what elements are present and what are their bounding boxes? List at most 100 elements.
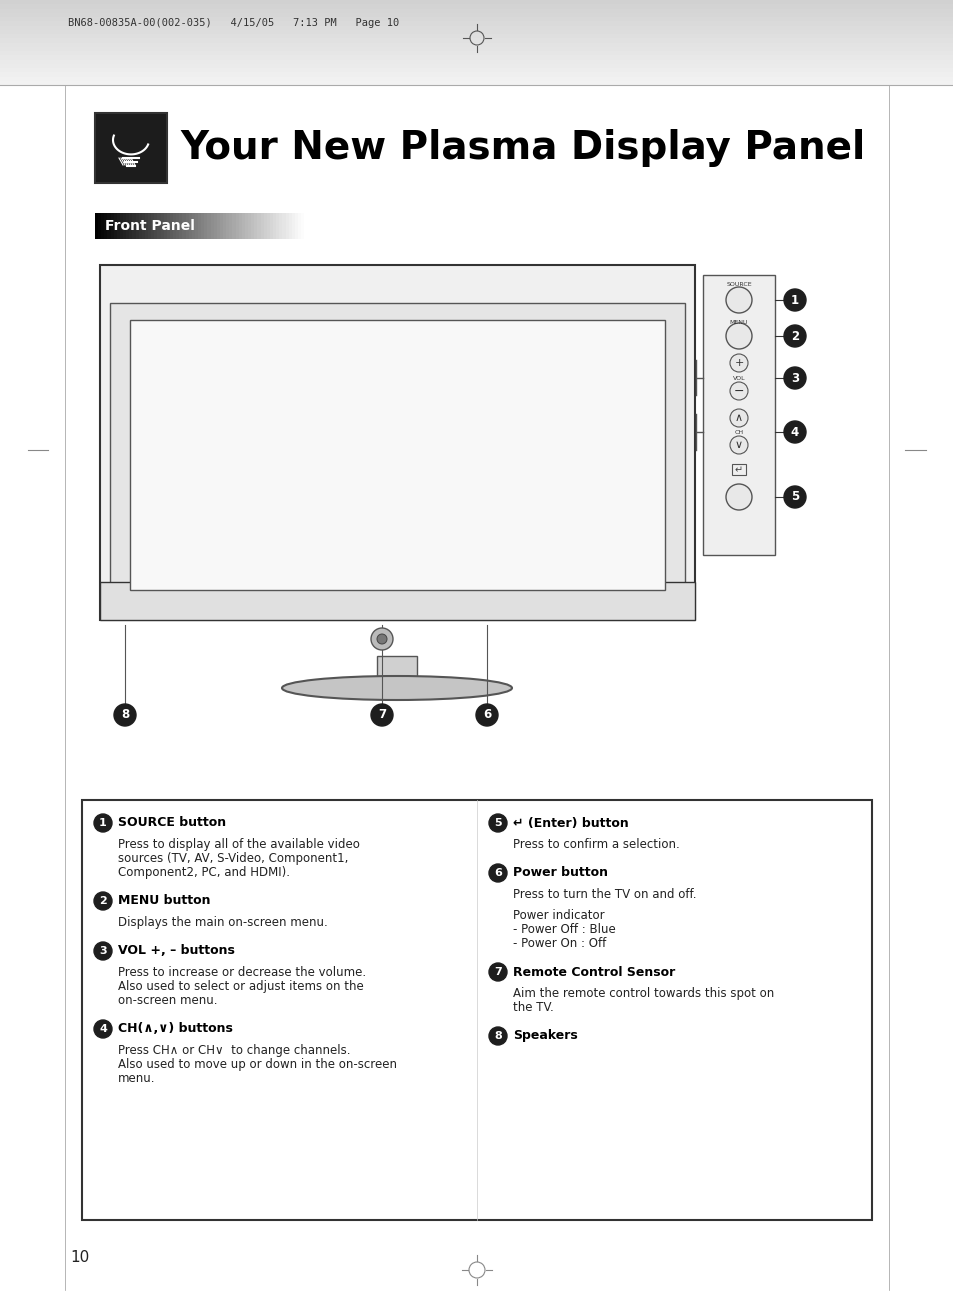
Text: on-screen menu.: on-screen menu.: [118, 994, 217, 1007]
Bar: [208, 213, 212, 239]
Bar: [98, 213, 102, 239]
Bar: [204, 213, 209, 239]
Bar: [0, 47, 953, 51]
Text: Press to turn the TV on and off.: Press to turn the TV on and off.: [513, 889, 696, 902]
Text: VOL: VOL: [732, 376, 744, 380]
Bar: [329, 213, 334, 239]
Bar: [100, 582, 695, 621]
Bar: [335, 213, 339, 239]
Bar: [132, 213, 136, 239]
Circle shape: [729, 436, 747, 454]
Bar: [226, 213, 230, 239]
Text: Front Panel: Front Panel: [105, 219, 194, 233]
Bar: [101, 213, 105, 239]
Bar: [289, 213, 293, 239]
Bar: [307, 213, 312, 239]
Bar: [0, 60, 953, 64]
Bar: [123, 213, 127, 239]
Bar: [702, 275, 774, 556]
Circle shape: [376, 634, 387, 644]
Bar: [216, 213, 221, 239]
Bar: [220, 213, 224, 239]
Text: Power button: Power button: [513, 866, 607, 879]
Bar: [160, 213, 165, 239]
Bar: [311, 213, 314, 239]
Text: 4: 4: [99, 1024, 107, 1034]
Circle shape: [725, 288, 751, 314]
Text: SOURCE: SOURCE: [725, 281, 751, 286]
Bar: [233, 213, 236, 239]
Bar: [319, 213, 324, 239]
Text: Press to confirm a selection.: Press to confirm a selection.: [513, 838, 679, 851]
Bar: [100, 265, 695, 621]
Bar: [0, 21, 953, 26]
Bar: [731, 464, 745, 475]
Bar: [0, 51, 953, 55]
Bar: [223, 213, 227, 239]
Bar: [0, 73, 953, 77]
Bar: [117, 213, 121, 239]
Circle shape: [113, 704, 136, 726]
Circle shape: [94, 892, 112, 909]
Bar: [111, 213, 114, 239]
Circle shape: [489, 864, 506, 882]
Bar: [130, 320, 664, 589]
Circle shape: [489, 814, 506, 833]
Text: - Power Off : Blue: - Power Off : Blue: [513, 922, 615, 935]
Text: 2: 2: [99, 896, 107, 905]
Bar: [130, 213, 133, 239]
Bar: [0, 34, 953, 38]
Bar: [179, 213, 183, 239]
Bar: [157, 213, 161, 239]
Bar: [186, 213, 190, 239]
Bar: [104, 213, 109, 239]
Bar: [0, 4, 953, 9]
Text: 1: 1: [790, 294, 799, 307]
Bar: [263, 213, 268, 239]
Bar: [0, 30, 953, 34]
Circle shape: [371, 628, 393, 650]
Text: - Power On : Off: - Power On : Off: [513, 937, 605, 950]
Text: Aim the remote control towards this spot on: Aim the remote control towards this spot…: [513, 987, 774, 1000]
Bar: [110, 303, 684, 610]
Circle shape: [94, 942, 112, 960]
Text: BN68-00835A-00(002-035)   4/15/05   7:13 PM   Page 10: BN68-00835A-00(002-035) 4/15/05 7:13 PM …: [68, 18, 399, 29]
Text: Component2, PC, and HDMI).: Component2, PC, and HDMI).: [118, 866, 290, 879]
Bar: [304, 213, 308, 239]
Text: 3: 3: [99, 946, 107, 956]
Circle shape: [729, 409, 747, 427]
Bar: [95, 213, 99, 239]
Bar: [326, 213, 330, 239]
Text: MENU: MENU: [729, 320, 747, 324]
Text: SOURCE button: SOURCE button: [118, 817, 226, 830]
Bar: [108, 213, 112, 239]
Bar: [198, 213, 202, 239]
Bar: [235, 213, 239, 239]
Text: 6: 6: [494, 868, 501, 878]
Bar: [333, 213, 336, 239]
Text: 3: 3: [790, 372, 799, 385]
Bar: [245, 213, 249, 239]
Bar: [213, 213, 217, 239]
Bar: [376, 656, 416, 680]
Bar: [201, 213, 205, 239]
Text: 6: 6: [482, 709, 491, 722]
Text: 4: 4: [790, 425, 799, 438]
Text: 5: 5: [494, 818, 501, 827]
Text: −: −: [733, 385, 743, 398]
Text: 8: 8: [121, 709, 129, 722]
Text: 7: 7: [377, 709, 386, 722]
Bar: [0, 26, 953, 30]
Bar: [142, 213, 146, 239]
Bar: [297, 213, 302, 239]
Bar: [323, 213, 327, 239]
Text: 2: 2: [790, 329, 799, 342]
Bar: [242, 213, 246, 239]
Bar: [0, 9, 953, 13]
Text: the TV.: the TV.: [513, 1000, 553, 1013]
Bar: [314, 213, 317, 239]
Bar: [170, 213, 174, 239]
Bar: [167, 213, 171, 239]
Bar: [194, 213, 199, 239]
Text: Power indicator: Power indicator: [513, 909, 604, 922]
